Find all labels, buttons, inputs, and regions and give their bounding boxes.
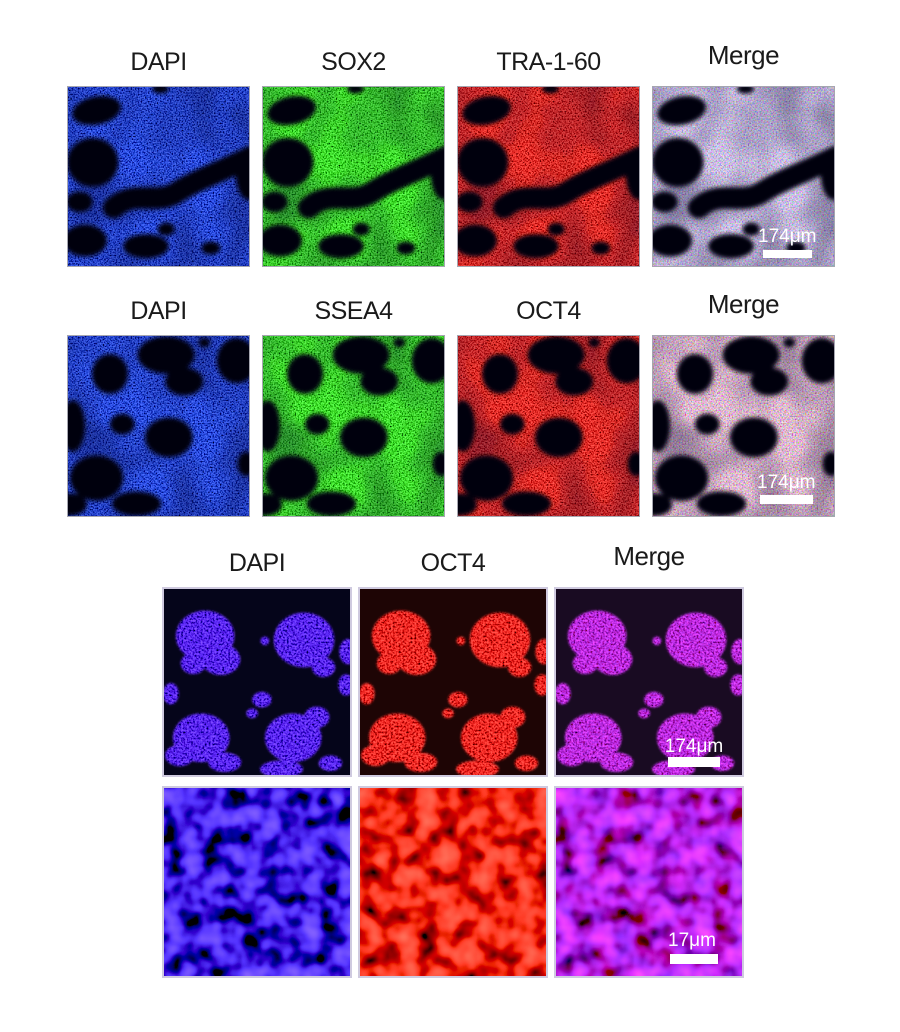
panel-row2-oct4 [457,335,640,517]
panel-row3-merge [554,587,744,777]
scale-text-row2: 174μm [757,472,816,493]
micrograph-row4-dapi-zoom [164,788,350,976]
scale-text-row1: 174μm [758,226,817,247]
label-row2-merge: Merge [707,289,780,319]
panel-row4-oct4-zoom [358,786,548,978]
scale-text-row3: 174μm [664,736,724,757]
panel-row1-merge [652,86,835,267]
label-row2-ssea4: SSEA4 [314,297,393,325]
label-row1-tra-1-60: TRA-1-60 [496,48,601,76]
scale-text-row4: 17μm [668,930,716,951]
micrograph-row2-dapi [68,336,249,516]
scale-bar-row4 [670,954,718,964]
scale-bar-row1 [763,250,812,258]
micrograph-row2-oct4 [458,336,639,516]
scale-bar-row2 [760,495,813,504]
panel-row1-sox2 [262,86,445,267]
micrograph-row1-tra-1-60 [458,87,639,266]
micrograph-row3-merge [556,589,742,775]
panel-row3-oct4 [358,587,548,777]
label-row2-dapi: DAPI [130,297,187,325]
label-row1-merge: Merge [707,40,780,70]
micrograph-row3-oct4 [360,589,546,775]
label-row1-sox2: SOX2 [321,48,386,76]
micrograph-row1-merge [653,87,834,266]
panel-row1-tra-1-60 [457,86,640,267]
panel-row4-merge-zoom [554,786,744,978]
panel-row2-dapi [67,335,250,517]
label-row2-oct4: OCT4 [516,297,581,325]
panel-row1-dapi [67,86,250,267]
micrograph-row4-merge-zoom [556,788,742,976]
panel-row4-dapi-zoom [162,786,352,978]
micrograph-row1-dapi [68,87,249,266]
micrograph-row1-sox2 [263,87,444,266]
label-row1-dapi: DAPI [130,48,187,76]
panel-row2-merge [652,335,835,517]
panel-row2-ssea4 [262,335,445,517]
panel-row3-dapi [162,587,352,777]
micrograph-row2-merge [653,336,834,516]
scale-bar-row3 [668,757,720,767]
micrograph-row2-ssea4 [263,336,444,516]
micrograph-row4-oct4-zoom [360,788,546,976]
micrograph-row3-dapi [164,589,350,775]
label-row3-oct4: OCT4 [420,549,486,577]
label-row3-dapi: DAPI [228,549,286,577]
label-row3-merge: Merge [613,541,685,571]
